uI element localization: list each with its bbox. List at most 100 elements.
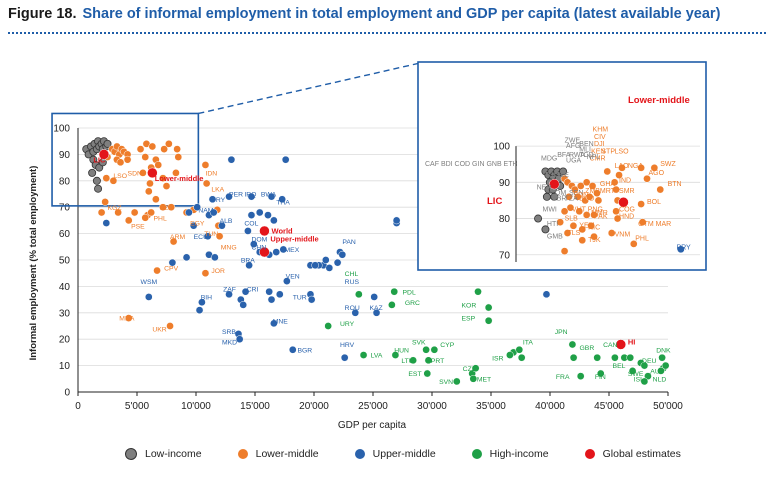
y-tick-label: 50 [59, 256, 71, 267]
figure-title: Figure 18. Share of informal employment i… [8, 6, 720, 22]
zoom-connector [198, 62, 421, 115]
inset-point-lower-middle [576, 182, 585, 190]
point-label: MNE [273, 318, 289, 325]
inset-point-lower-middle [563, 229, 572, 237]
x-tick-label: 0 [75, 401, 81, 412]
legend-item-low: Low-income [125, 448, 202, 460]
point-label: BIH [201, 295, 212, 302]
data-point-upper-middle [340, 353, 349, 362]
point-label: Lower-middle [155, 174, 204, 183]
inset-point-label: TGO [544, 172, 560, 179]
point-label: ISR [492, 355, 503, 362]
point-label: AUT [650, 369, 664, 376]
data-point-lower-middle [97, 208, 106, 217]
data-point-upper-middle [241, 287, 250, 296]
inset-point-label: AFG [566, 143, 580, 150]
x-tick-label: 5'000 [125, 401, 150, 412]
data-point-upper-middle [392, 216, 401, 225]
inset-point-lower-middle [571, 185, 579, 194]
data-point-upper-middle [278, 195, 286, 204]
inset-point-label: KEN [591, 148, 605, 155]
x-tick-label: 20'000 [299, 401, 329, 412]
inset-point-label: SMR [619, 188, 635, 195]
point-label: SRB [222, 329, 236, 336]
point-label: SVN [439, 379, 453, 386]
y-tick-label: 0 [64, 388, 70, 399]
inset-point-lower-middle [613, 214, 622, 223]
data-point-upper-middle [288, 345, 297, 354]
point-label: PER [229, 192, 243, 199]
inset-y-tick-label: 90 [499, 178, 511, 189]
inset-point-lower-middle [590, 232, 598, 241]
point-label: SWE [628, 371, 644, 378]
data-point-upper-middle [333, 258, 342, 267]
data-point-global [259, 225, 270, 237]
inset-point-lower-middle [610, 178, 619, 187]
inset-point-global [618, 196, 629, 208]
inset-point-label: PRY [676, 244, 691, 251]
legend-item-high: High-income [471, 448, 549, 460]
point-label: MDA [119, 316, 135, 323]
inset-point-label: PHL [635, 235, 649, 242]
data-point-high [409, 356, 417, 365]
point-label: HI [628, 337, 636, 346]
inset-point-lower-middle [594, 196, 603, 205]
inset-point-label: LIC [487, 196, 502, 207]
data-point-high [515, 345, 524, 354]
data-point-upper-middle [249, 240, 258, 249]
data-point-lower-middle [147, 208, 156, 217]
point-label: CYP [440, 342, 454, 349]
data-point-lower-middle [102, 174, 111, 183]
data-point-lower-middle [139, 169, 147, 177]
data-point-upper-middle [542, 290, 551, 299]
inset-point-label: HTI [547, 221, 558, 228]
point-label: FRA [556, 374, 570, 381]
x-tick-label: 40'000 [535, 401, 565, 412]
inset-point-label: VUT PNG [572, 206, 603, 213]
inset-point-label: SLB [565, 215, 579, 222]
inset-point-label: LAO [615, 163, 630, 170]
data-point-upper-middle [283, 277, 291, 285]
point-label: LKA [211, 186, 224, 193]
data-point-upper-middle [218, 221, 226, 230]
y-tick-label: 70 [59, 203, 71, 214]
inset-point-label: NIC [588, 224, 600, 231]
data-point-upper-middle [225, 192, 233, 201]
inset-point-label: ZMB [585, 188, 600, 195]
inset-point-label: CAF BDI COD GIN GNB ETH [425, 161, 518, 168]
legend-dot-high [471, 449, 482, 459]
point-label: LSO [113, 173, 127, 180]
point-label: UKR [152, 326, 166, 333]
data-point-upper-middle [209, 208, 218, 217]
data-point-upper-middle [227, 155, 236, 164]
figure-title-text: Share of informal employment in total em… [82, 6, 721, 22]
y-tick-label: 20 [59, 335, 71, 346]
data-point-high [517, 353, 526, 362]
data-point-high [658, 353, 666, 362]
data-point-upper-middle [279, 245, 288, 254]
y-tick-label: 10 [59, 361, 71, 372]
inset-point-label: MDG [541, 156, 557, 163]
inset-point-lower-middle [612, 185, 620, 194]
inset-point-label: MMR [591, 210, 608, 217]
inset-point-label: YEM [579, 223, 594, 230]
data-points [82, 137, 670, 386]
inset-point-lower-middle [578, 236, 587, 245]
inset-point-label: UGA [566, 157, 582, 164]
figure-number: Figure 18. [8, 6, 77, 22]
point-label: GRC [405, 300, 420, 307]
x-tick-label: 50'000 [653, 401, 683, 412]
data-point-lower-middle [116, 158, 125, 167]
inset-point-lower-middle [603, 167, 612, 176]
point-label: URY [340, 321, 355, 328]
inset-point-label: TZA [565, 195, 579, 202]
inset-point-label: TJK [588, 237, 601, 244]
point-label: ZAF [223, 287, 236, 294]
inset-point-lower-middle [578, 225, 587, 234]
point-label: KGZ [108, 205, 122, 212]
data-point-lower-middle [162, 182, 171, 190]
inset-point-label: HND [619, 214, 634, 221]
data-point-lower-middle [215, 232, 224, 241]
point-label: CPV [164, 266, 178, 273]
